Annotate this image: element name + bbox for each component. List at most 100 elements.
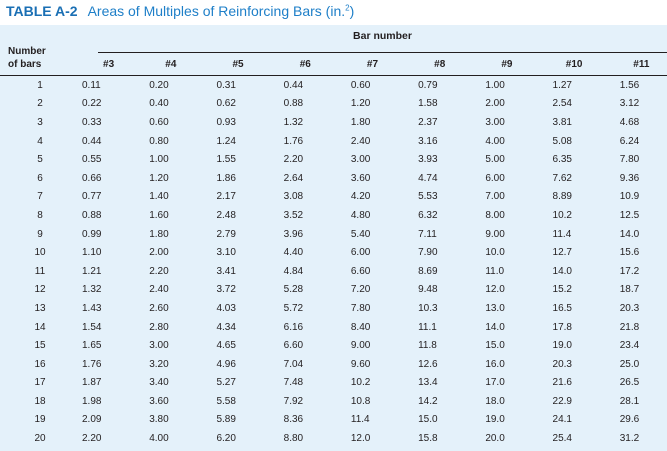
area-cell: 3.20 xyxy=(149,358,169,370)
area-cell: 0.88 xyxy=(82,209,102,221)
area-cell: 23.4 xyxy=(619,340,640,352)
area-cell: 22.9 xyxy=(552,395,572,407)
table-row: 17 1.87 3.40 5.27 7.48 10.2 13.4 17.0 21.6 26.5 xyxy=(0,374,667,393)
table-row: 5 0.55 1.00 1.55 2.20 3.00 3.93 5.00 6.35 7.80 xyxy=(0,150,667,169)
area-cell: 1.21 xyxy=(82,265,102,277)
table-row: 7 0.77 1.40 2.17 3.08 4.20 5.53 7.00 8.89 10.9 xyxy=(0,188,667,207)
area-cell: 5.58 xyxy=(216,395,236,407)
area-cell: 20.3 xyxy=(619,302,640,314)
area-cell: 13.0 xyxy=(485,302,505,314)
table-title: TABLE A-2 Areas of Multiples of Reinforci… xyxy=(6,3,354,19)
area-cell: 8.69 xyxy=(418,265,438,277)
group-header: Bar number xyxy=(62,25,667,53)
area-cell: 5.27 xyxy=(216,377,236,389)
area-cell: 7.04 xyxy=(283,358,304,370)
area-cell: 15.2 xyxy=(552,284,572,296)
area-cell: 3.16 xyxy=(418,135,438,147)
area-cell: 10.9 xyxy=(619,191,640,203)
area-cell: 0.33 xyxy=(82,116,102,128)
area-cell: 10.8 xyxy=(350,395,371,407)
area-cell: 13.4 xyxy=(418,377,438,389)
area-cell: 6.32 xyxy=(418,209,438,221)
area-cell: 11.8 xyxy=(418,340,437,352)
area-cell: 1.76 xyxy=(82,358,102,370)
area-cell: 1.24 xyxy=(216,135,236,147)
table-number: TABLE A-2 xyxy=(6,3,78,19)
area-cell: 3.80 xyxy=(149,414,169,426)
area-cell: 7.62 xyxy=(552,172,572,184)
area-cell: 1.80 xyxy=(350,116,371,128)
area-cell: 2.20 xyxy=(149,265,169,277)
area-cell: 18.0 xyxy=(485,395,505,407)
area-cell: 2.00 xyxy=(485,98,505,110)
area-cell: 2.00 xyxy=(149,247,169,259)
area-cell: 8.40 xyxy=(350,321,371,333)
area-cell: 12.6 xyxy=(418,358,438,370)
table-row: 15 1.65 3.00 4.65 6.60 9.00 11.8 15.0 19.0 23.4 xyxy=(0,336,667,355)
area-cell: 21.8 xyxy=(619,321,640,333)
table-row: 10 1.10 2.00 3.10 4.40 6.00 7.90 10.0 12.7 15.6 xyxy=(0,243,667,262)
area-cell: 1.98 xyxy=(82,395,102,407)
area-cell: 1.56 xyxy=(619,79,640,91)
area-cell: 7.11 xyxy=(418,228,437,240)
area-cell: 12.7 xyxy=(552,247,572,259)
area-cell: 7.48 xyxy=(283,377,304,389)
area-cell: 3.40 xyxy=(149,377,169,389)
area-cell: 3.10 xyxy=(216,247,236,259)
area-cell: 4.96 xyxy=(216,358,236,370)
area-cell: 4.20 xyxy=(350,191,371,203)
row-number-cell: 16 xyxy=(34,358,46,370)
table-row: 2 0.22 0.40 0.62 0.88 1.20 1.58 2.00 2.54 3.12 xyxy=(0,95,667,114)
area-cell: 2.79 xyxy=(216,228,236,240)
area-cell: 15.0 xyxy=(485,340,505,352)
row-header-line2: of bars xyxy=(8,59,42,70)
area-cell: 7.90 xyxy=(418,247,438,259)
row-number-cell: 1 xyxy=(37,79,43,91)
area-cell: 1.00 xyxy=(485,79,505,91)
column-header: #11 xyxy=(599,53,667,76)
area-cell: 0.40 xyxy=(149,98,169,110)
area-cell: 28.1 xyxy=(619,395,640,407)
row-header: Number of bars xyxy=(0,25,62,76)
area-cell: 17.2 xyxy=(619,265,640,277)
area-cell: 1.55 xyxy=(216,154,236,166)
row-number-cell: 14 xyxy=(34,321,46,333)
area-cell: 15.6 xyxy=(619,247,640,259)
area-cell: 9.36 xyxy=(619,172,640,184)
row-number-cell: 13 xyxy=(34,302,46,314)
area-cell: 1.40 xyxy=(149,191,169,203)
area-cell: 3.96 xyxy=(283,228,304,240)
area-cell: 0.60 xyxy=(149,116,169,128)
row-number-cell: 15 xyxy=(34,340,46,352)
table-caption: Areas of Multiples of Reinforcing Bars (… xyxy=(87,3,346,19)
area-cell: 1.43 xyxy=(82,302,102,314)
table-row: 14 1.54 2.80 4.34 6.16 8.40 11.1 14.0 17.8 21.8 xyxy=(0,318,667,337)
table-body: 1 0.11 0.20 0.31 0.44 0.60 0.79 1.00 1.27 1.56 2 0.… xyxy=(0,76,667,448)
area-cell: 8.80 xyxy=(283,433,304,445)
row-number-cell: 9 xyxy=(37,228,43,240)
area-cell: 0.60 xyxy=(350,79,371,91)
column-header: #9 xyxy=(465,53,533,76)
area-cell: 14.2 xyxy=(418,395,438,407)
table-row: 6 0.66 1.20 1.86 2.64 3.60 4.74 6.00 7.62 9.36 xyxy=(0,169,667,188)
area-cell: 3.52 xyxy=(283,209,304,221)
area-cell: 25.0 xyxy=(619,358,640,370)
table-panel: Number of bars Bar number #3 #4 #5 #6 #7 #8 #9… xyxy=(0,25,667,451)
area-cell: 3.41 xyxy=(216,265,236,277)
area-cell: 1.86 xyxy=(216,172,236,184)
area-cell: 17.0 xyxy=(485,377,505,389)
row-number-cell: 19 xyxy=(34,414,46,426)
area-cell: 1.32 xyxy=(283,116,304,128)
area-cell: 7.80 xyxy=(350,302,371,314)
row-number-cell: 17 xyxy=(34,377,46,389)
column-header: #8 xyxy=(398,53,466,76)
bar-areas-table: Number of bars Bar number #3 #4 #5 #6 #7 #8 #9… xyxy=(0,25,667,448)
area-cell: 1.60 xyxy=(149,209,169,221)
row-number-cell: 7 xyxy=(37,191,43,203)
area-cell: 18.7 xyxy=(619,284,640,296)
area-cell: 0.66 xyxy=(82,172,102,184)
area-cell: 6.16 xyxy=(283,321,304,333)
area-cell: 9.48 xyxy=(418,284,438,296)
area-cell: 12.0 xyxy=(485,284,505,296)
area-cell: 12.0 xyxy=(350,433,371,445)
